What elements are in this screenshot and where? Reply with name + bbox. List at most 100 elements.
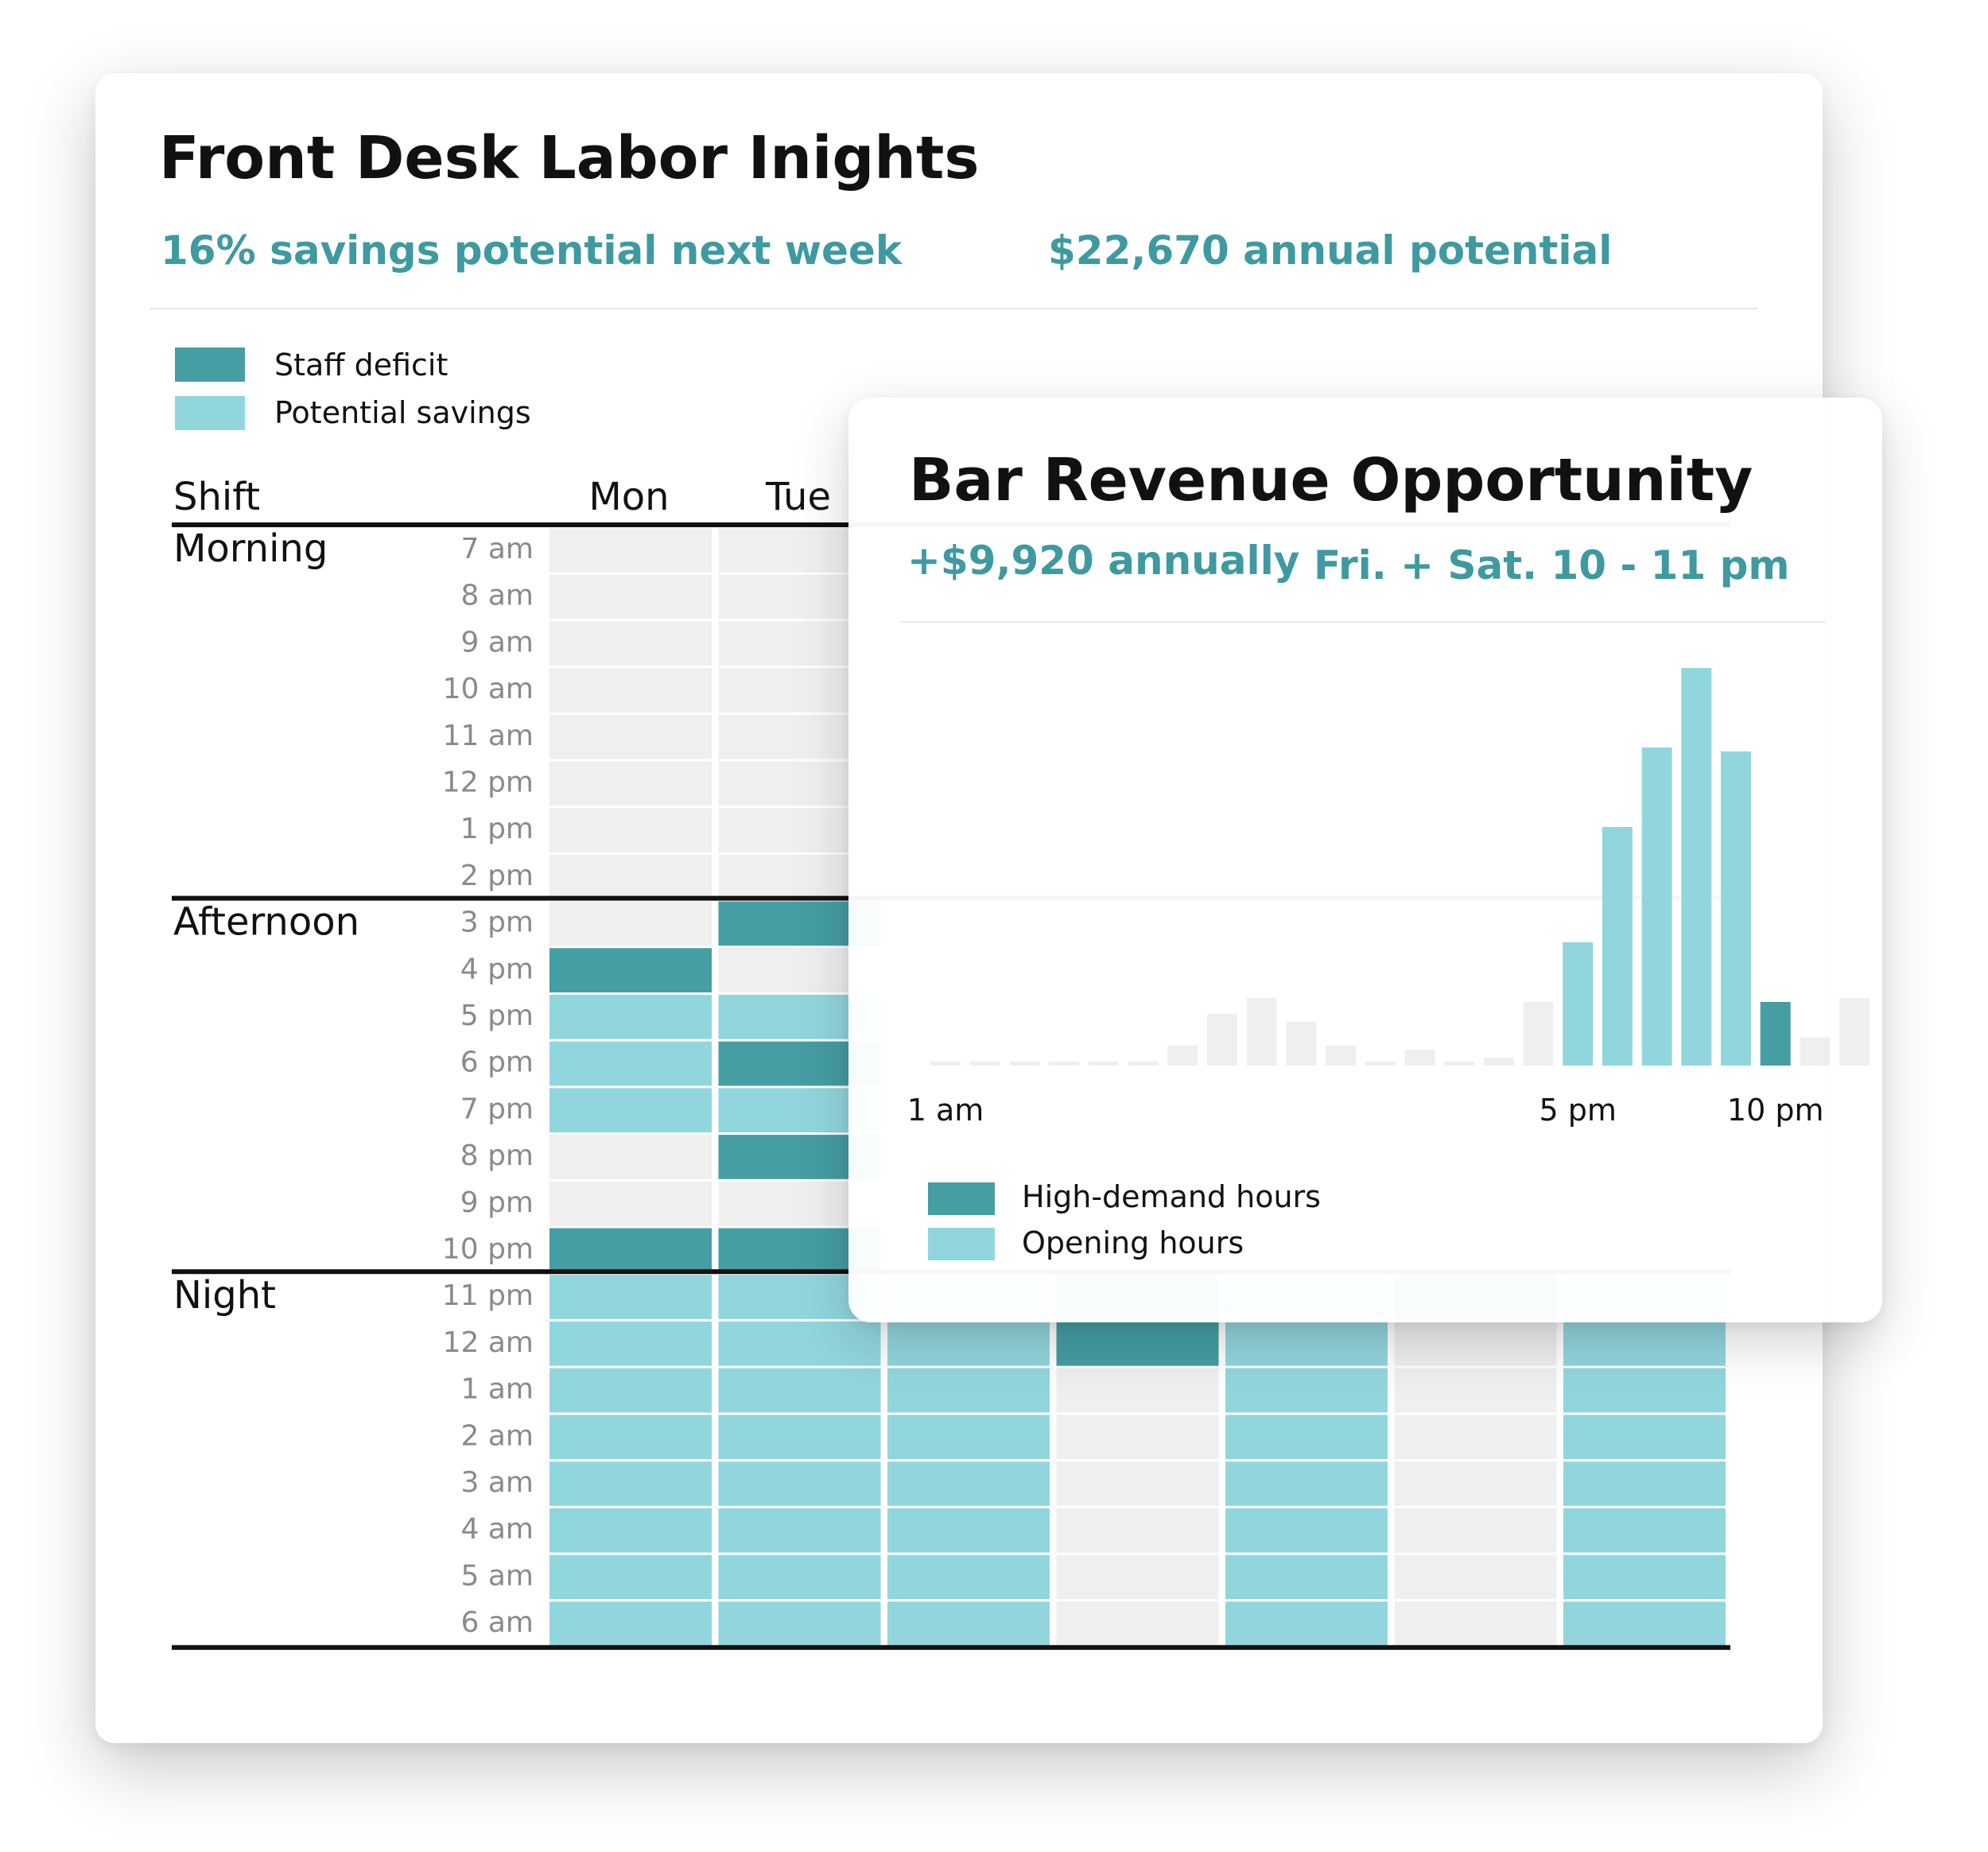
heat-cell xyxy=(887,1508,1050,1553)
labor-title: Front Desk Labor Inights xyxy=(159,124,979,192)
labor-legend: Staff deficit Potential savings xyxy=(175,347,531,430)
heat-cell xyxy=(549,1602,712,1646)
heat-cell xyxy=(549,1135,712,1179)
heat-cell xyxy=(549,901,712,946)
heat-cell xyxy=(1394,1368,1557,1413)
x-tick-label: 10 pm xyxy=(1727,1093,1824,1128)
heat-cell xyxy=(1394,1602,1557,1646)
revenue-bar xyxy=(1444,1062,1475,1066)
heat-cell xyxy=(549,1228,712,1273)
table-bottom-border xyxy=(172,1644,1730,1650)
revenue-bar xyxy=(1760,1002,1791,1066)
heat-cell xyxy=(1225,1602,1388,1646)
heat-cell xyxy=(1056,1415,1219,1459)
revenue-bar xyxy=(969,1062,1000,1066)
shift-label: Afternoon xyxy=(173,900,359,945)
heat-cell xyxy=(718,1555,881,1600)
legend-swatch-opening xyxy=(928,1228,995,1260)
heat-cell xyxy=(718,1368,881,1413)
revenue-bar xyxy=(1088,1062,1119,1066)
heat-cell xyxy=(887,1415,1050,1459)
shift-label: Night xyxy=(173,1273,276,1318)
heat-cell xyxy=(549,808,712,852)
hour-label: 11 pm xyxy=(442,1279,534,1312)
heat-cell xyxy=(549,1368,712,1413)
revenue-bar xyxy=(1128,1062,1159,1066)
heat-cell xyxy=(718,1462,881,1506)
heat-cell xyxy=(549,995,712,1039)
heat-cell xyxy=(887,1602,1050,1646)
x-tick-label: 1 am xyxy=(907,1093,984,1128)
revenue-bar xyxy=(1246,998,1277,1066)
hour-label: 5 pm xyxy=(460,1000,534,1032)
hour-label: 8 pm xyxy=(460,1140,534,1172)
heat-cell xyxy=(1225,1321,1388,1366)
legend-label-high-demand: High-demand hours xyxy=(1022,1179,1321,1214)
legend-label-opening: Opening hours xyxy=(1022,1225,1244,1260)
heat-cell xyxy=(887,1321,1050,1366)
heat-cell xyxy=(1056,1508,1219,1553)
heat-cell xyxy=(1563,1321,1726,1366)
heat-cell xyxy=(549,1508,712,1553)
legend-swatch-savings xyxy=(175,396,245,430)
hour-label: 12 am xyxy=(443,1326,534,1359)
heat-cell xyxy=(1056,1602,1219,1646)
revenue-bar xyxy=(1365,1062,1396,1066)
hour-label: 2 am xyxy=(461,1419,534,1452)
legend-label-savings: Potential savings xyxy=(274,395,531,430)
heat-cell xyxy=(549,1181,712,1226)
revenue-bar xyxy=(1563,942,1594,1066)
revenue-bar xyxy=(1167,1046,1198,1066)
day-header-mon: Mon xyxy=(588,475,669,519)
revenue-bar xyxy=(1286,1022,1317,1066)
hour-label: 4 am xyxy=(461,1513,534,1546)
heatmap-shift-labels: Morning Afternoon Night xyxy=(173,526,359,1318)
hour-label: 7 am xyxy=(461,533,534,565)
revenue-x-ticks: 1 am 5 pm 10 pm xyxy=(907,1093,1824,1128)
hour-label: 11 am xyxy=(443,720,534,752)
shift-label: Morning xyxy=(173,526,328,571)
hour-label: 6 pm xyxy=(460,1046,534,1079)
heat-cell xyxy=(1225,1508,1388,1553)
revenue-time-text: Fri. + Sat. 10 - 11 pm xyxy=(1314,542,1790,588)
heat-cell xyxy=(549,1462,712,1506)
hour-label: 3 am xyxy=(461,1466,534,1499)
heat-cell xyxy=(1056,1321,1219,1366)
heat-cell xyxy=(887,1462,1050,1506)
heat-cell xyxy=(1394,1555,1557,1600)
revenue-bar xyxy=(1206,1014,1237,1066)
revenue-annual-text: +$9,920 annually xyxy=(907,538,1299,584)
heat-cell xyxy=(718,1508,881,1553)
heat-cell xyxy=(549,1275,712,1319)
heat-cell xyxy=(718,1602,881,1646)
revenue-bar xyxy=(1009,1062,1040,1066)
annual-potential-text: $22,670 annual potential xyxy=(1048,227,1612,274)
bar-revenue-card: Bar Revenue Opportunity +$9,920 annually… xyxy=(848,398,1882,1322)
hour-label: 9 pm xyxy=(460,1186,534,1219)
heatmap-hour-labels: 7 am 8 am 9 am 10 am 11 am 12 pm 1 pm 2 pm 3 pm 4… xyxy=(442,533,534,1639)
revenue-bars xyxy=(930,668,1870,1066)
heat-cell xyxy=(549,1555,712,1600)
hour-label: 12 pm xyxy=(442,767,534,799)
revenue-bar xyxy=(1839,998,1870,1066)
heat-cell xyxy=(549,854,712,899)
heat-cell xyxy=(1394,1508,1557,1553)
revenue-bar xyxy=(1523,1002,1554,1066)
heat-cell xyxy=(1225,1462,1388,1506)
heat-cell xyxy=(549,1041,712,1086)
revenue-bar xyxy=(930,1062,961,1066)
heat-cell xyxy=(1563,1415,1726,1459)
revenue-bar xyxy=(1641,747,1672,1066)
hour-label: 5 am xyxy=(461,1559,534,1592)
hour-label: 6 am xyxy=(461,1606,534,1639)
heat-cell xyxy=(887,1555,1050,1600)
heat-cell xyxy=(1056,1555,1219,1600)
bar-revenue-svg: Bar Revenue Opportunity +$9,920 annually… xyxy=(899,446,1870,1260)
heat-cell xyxy=(718,1415,881,1459)
bar-card-divider xyxy=(899,621,1826,623)
header-divider xyxy=(149,308,1757,309)
heat-cell xyxy=(1563,1462,1726,1506)
heat-cell xyxy=(1394,1321,1557,1366)
heat-cell xyxy=(549,714,712,759)
revenue-bar xyxy=(1483,1058,1514,1066)
